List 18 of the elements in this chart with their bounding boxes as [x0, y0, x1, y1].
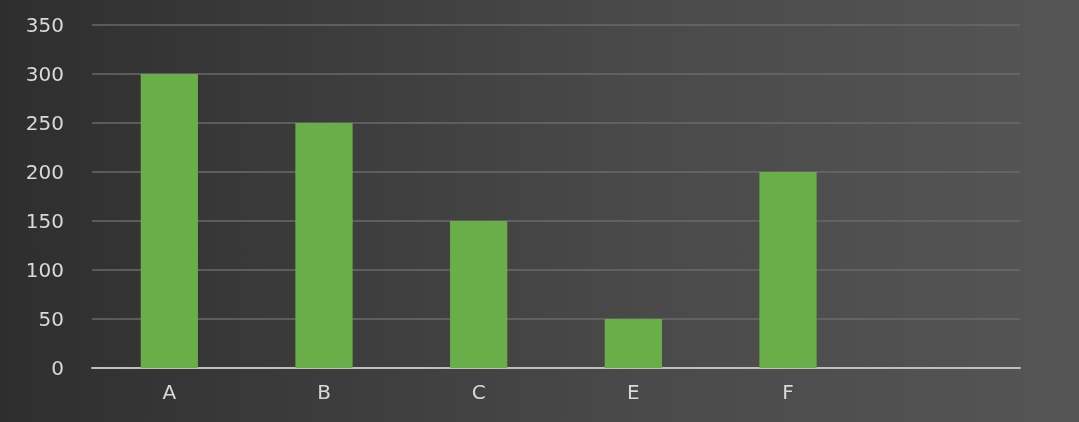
bar [604, 319, 662, 368]
y-tick-label: 250 [25, 111, 64, 135]
bar [450, 221, 508, 368]
x-tick-label: B [317, 380, 331, 404]
x-tick-label: E [627, 380, 640, 404]
y-tick-label: 100 [25, 258, 64, 282]
x-tick-label: A [162, 380, 177, 404]
x-tick-label: C [471, 380, 486, 404]
bar [759, 172, 817, 368]
bar [140, 74, 198, 368]
x-tick-label: F [782, 380, 794, 404]
y-tick-label: 150 [25, 209, 64, 233]
y-tick-label: 300 [25, 62, 64, 86]
y-tick-label: 200 [25, 160, 64, 184]
y-tick-label: 50 [38, 307, 64, 331]
y-tick-label: 350 [25, 13, 64, 37]
bar [295, 123, 353, 368]
y-tick-label: 0 [51, 356, 64, 380]
